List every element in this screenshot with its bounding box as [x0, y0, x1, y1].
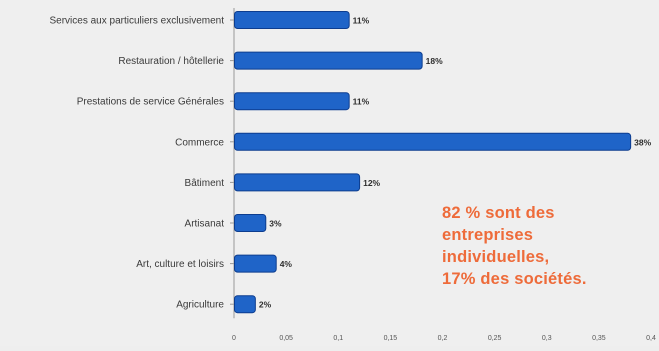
category-label: Prestations de service Générales [77, 97, 224, 108]
bar [234, 295, 256, 314]
data-label: 4% [280, 259, 293, 269]
bar [234, 254, 277, 273]
category-label: Agriculture [176, 300, 224, 311]
annotation-line: individuelles, [442, 248, 550, 266]
category-label: Restauration / hôtellerie [118, 56, 224, 67]
category-label: Art, culture et loisirs [136, 259, 224, 270]
x-tick-label: 0,1 [333, 335, 343, 342]
axis-group [230, 8, 235, 319]
bar [234, 173, 361, 192]
bar [234, 132, 632, 151]
category-labels-group: Services aux particuliers exclusivement R… [49, 16, 224, 311]
x-tick-label: 0,3 [542, 335, 552, 342]
x-tick-label: 0,4 [646, 335, 656, 342]
bar [234, 92, 350, 111]
x-tick-label: 0,15 [384, 335, 398, 342]
data-label: 12% [363, 178, 380, 188]
data-label: 38% [634, 137, 651, 147]
x-tick-label: 0,05 [279, 335, 293, 342]
bar [234, 51, 423, 70]
category-label: Services aux particuliers exclusivement [49, 16, 224, 27]
bars-group [234, 11, 632, 314]
data-labels-group: 11% 18% 11% 38% 12% 3% 4% 2% [259, 16, 652, 310]
bar [234, 11, 350, 29]
data-label: 18% [426, 56, 443, 66]
data-label: 11% [353, 97, 370, 107]
annotation-line: 82 % sont des [442, 204, 555, 222]
x-tick-label: 0,35 [592, 335, 606, 342]
x-tick-labels-group: 0 0,05 0,1 0,15 0,2 0,25 0,3 0,35 0,4 [232, 335, 656, 342]
data-label: 2% [259, 300, 272, 310]
bar [234, 214, 267, 232]
annotation-text: 82 % sont des entreprises individuelles,… [442, 202, 647, 290]
annotation-line: 17% des sociétés. [442, 270, 587, 288]
data-label: 3% [269, 219, 282, 229]
category-label: Bâtiment [185, 178, 225, 189]
category-label: Artisanat [185, 219, 225, 230]
x-tick-label: 0 [232, 335, 236, 342]
x-tick-label: 0,25 [488, 335, 502, 342]
data-label: 11% [353, 16, 370, 26]
annotation-line: entreprises [442, 226, 534, 244]
category-label: Commerce [175, 137, 224, 148]
x-tick-label: 0,2 [438, 335, 448, 342]
